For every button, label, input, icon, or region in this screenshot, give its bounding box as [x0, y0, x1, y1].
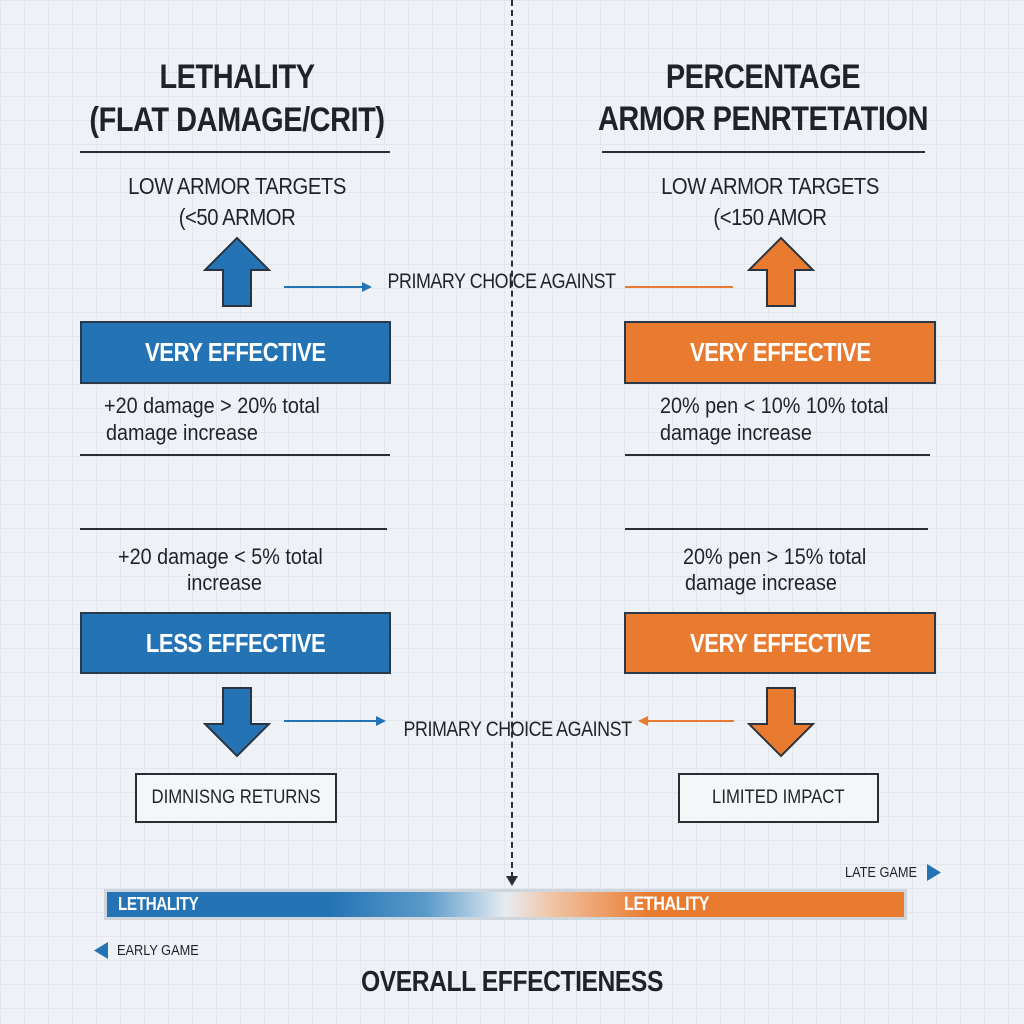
left-target-line1: LOW ARMOR TARGETS: [128, 173, 346, 199]
right-top-box-label: VERY EFFECTIVE: [689, 337, 871, 367]
bottom-connector-label: PRIMARY CHOICE AGAINST: [403, 718, 632, 741]
top-connector-left-arrow-icon: [284, 282, 372, 292]
left-mid-rule-1: [80, 454, 390, 456]
right-outcome-box: LIMITED IMPACT: [678, 773, 879, 823]
effectiveness-gradient-bar: [104, 889, 907, 920]
left-target-line2: (<50 ARMOR: [178, 204, 296, 230]
bottom-connector-right-arrow-icon: [638, 716, 734, 726]
right-bottom-desc-line2: damage increase: [685, 570, 837, 595]
left-up-arrow-icon: [203, 236, 271, 307]
left-title-rule: [80, 151, 390, 153]
left-top-desc-line1: +20 damage > 20% total: [104, 393, 320, 418]
right-mid-rule-1: [625, 454, 930, 456]
late-game-arrow-icon: [927, 864, 941, 881]
late-game-label: LATE GAME: [845, 864, 918, 881]
scale-right-label: LETHALITY: [624, 894, 709, 915]
left-outcome-label: DIMNISNG RETURNS: [151, 787, 321, 808]
bottom-connector-left-arrow-icon: [284, 716, 386, 726]
right-title-line2: ARMOR PENRTETATION: [597, 100, 929, 138]
right-very-effective-box: VERY EFFECTIVE: [624, 321, 936, 384]
right-bottom-desc-line1: 20% pen > 15% total: [683, 544, 867, 569]
left-title-line2: (FLAT DAMAGE/CRIT): [89, 101, 385, 139]
scale-left-label: LETHALITY: [118, 894, 199, 914]
top-connector-right-line: [625, 286, 733, 288]
left-less-effective-box: LESS EFFECTIVE: [80, 612, 391, 674]
right-top-desc-line1: 20% pen < 10% 10% total: [660, 393, 889, 418]
right-target-line2: (<150 AMOR: [713, 204, 827, 230]
right-up-arrow-icon: [747, 236, 815, 307]
left-top-desc-line2: damage increase: [106, 420, 258, 445]
left-very-effective-box: VERY EFFECTIVE: [80, 321, 391, 384]
overall-effectiveness-caption: OVERALL EFFECTIENESS: [361, 966, 663, 998]
left-mid-rule-2: [80, 528, 387, 530]
left-title-line1: LETHALITY: [159, 58, 315, 96]
right-very-effective-box-bottom: VERY EFFECTIVE: [624, 612, 936, 674]
early-game-arrow-icon: [94, 942, 108, 959]
early-game-label: EARLY GAME: [117, 942, 199, 959]
center-divider: [511, 0, 513, 878]
left-bottom-box-label: LESS EFFECTIVE: [145, 627, 326, 658]
left-bottom-desc-line2: increase: [187, 570, 262, 595]
right-bottom-box-label: VERY EFFECTIVE: [689, 627, 871, 658]
right-title-rule: [602, 151, 925, 153]
right-mid-rule-2: [625, 528, 928, 530]
right-down-arrow-icon: [747, 687, 815, 758]
right-target-line1: LOW ARMOR TARGETS: [661, 173, 879, 199]
right-title-line1: PERCENTAGE: [665, 58, 861, 96]
right-top-desc-line2: damage increase: [660, 420, 812, 445]
left-outcome-box: DIMNISNG RETURNS: [135, 773, 337, 823]
left-down-arrow-icon: [203, 687, 271, 758]
left-top-box-label: VERY EFFECTIVE: [145, 337, 326, 367]
top-connector-label: PRIMARY CHOICE AGAINST: [387, 270, 616, 293]
left-bottom-desc-line1: +20 damage < 5% total: [118, 544, 323, 569]
divider-arrowhead-icon: [506, 876, 518, 886]
right-outcome-label: LIMITED IMPACT: [712, 787, 845, 808]
